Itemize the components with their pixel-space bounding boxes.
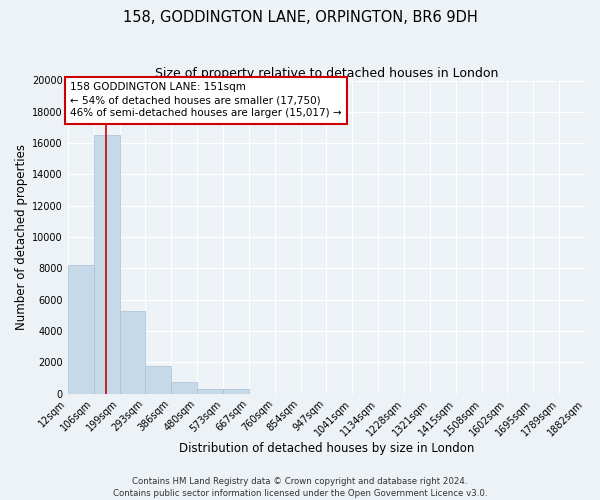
Bar [171, 382, 197, 394]
Bar [223, 390, 249, 394]
Bar [68, 266, 94, 394]
Text: Contains HM Land Registry data © Crown copyright and database right 2024.
Contai: Contains HM Land Registry data © Crown c… [113, 476, 487, 498]
Bar [94, 136, 119, 394]
Bar [145, 366, 171, 394]
Y-axis label: Number of detached properties: Number of detached properties [15, 144, 28, 330]
Bar [197, 390, 223, 394]
X-axis label: Distribution of detached houses by size in London: Distribution of detached houses by size … [179, 442, 474, 455]
Bar [119, 310, 145, 394]
Title: Size of property relative to detached houses in London: Size of property relative to detached ho… [155, 68, 498, 80]
Text: 158 GODDINGTON LANE: 151sqm
← 54% of detached houses are smaller (17,750)
46% of: 158 GODDINGTON LANE: 151sqm ← 54% of det… [70, 82, 342, 118]
Text: 158, GODDINGTON LANE, ORPINGTON, BR6 9DH: 158, GODDINGTON LANE, ORPINGTON, BR6 9DH [122, 10, 478, 25]
